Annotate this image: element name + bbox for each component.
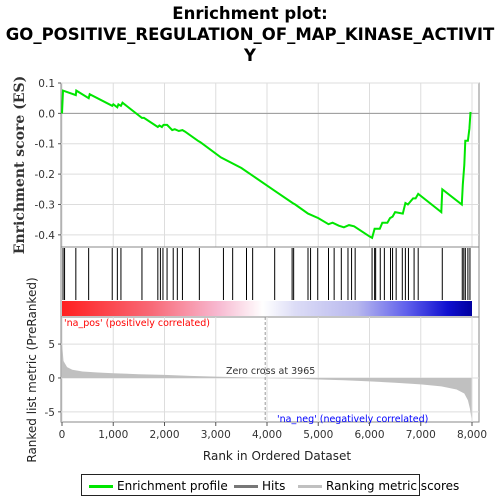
es-y-tick-label: 0.0 <box>38 108 55 120</box>
x-axis-label: Rank in Ordered Dataset <box>203 449 351 463</box>
x-tick-label: 0 <box>59 429 66 441</box>
legend-item-enrichment-profile: Enrichment profile <box>89 478 228 494</box>
es-plot-area <box>60 82 480 248</box>
metric-y-tick-label: 0 <box>48 373 55 385</box>
es-y-tick-label: 0.1 <box>38 78 55 90</box>
es-y-ticks: 0.1 0.0 -0.1 -0.2 -0.3 -0.4 <box>35 78 61 242</box>
chart-title-line-1: Enrichment plot: <box>172 4 328 23</box>
x-tick-label: 5,000 <box>303 429 333 441</box>
chart-legend: Enrichment profile Hits Ranking metric s… <box>81 474 459 496</box>
chart-title-line-3: Y <box>244 46 256 65</box>
es-y-tick-label: -0.3 <box>35 199 56 211</box>
enrichment-profile-line <box>61 88 472 240</box>
x-tick-label: 2,000 <box>149 429 179 441</box>
es-y-axis-label: Enrichment score (ES) <box>12 76 28 254</box>
legend-swatch-ranking <box>298 485 322 488</box>
x-tick-label: 7,000 <box>406 429 436 441</box>
metric-y-tick-label: 5 <box>48 339 55 351</box>
x-tick-label: 6,000 <box>354 429 384 441</box>
legend-item-hits: Hits <box>234 478 285 494</box>
ranking-metric-area <box>62 342 472 419</box>
es-y-tick-label: -0.1 <box>35 139 56 151</box>
legend-label-ranking: Ranking metric scores <box>326 479 460 493</box>
zero-cross-label: Zero cross at 3965 <box>226 366 315 377</box>
chart-title-line-2: GO_POSITIVE_REGULATION_OF_MAP_KINASE_ACT… <box>5 25 495 44</box>
legend-swatch-hits <box>234 485 258 488</box>
ranked-list-color-bar <box>62 301 472 316</box>
es-y-tick-label: -0.2 <box>35 169 56 181</box>
x-tick-label: 4,000 <box>252 429 282 441</box>
legend-label-enrichment: Enrichment profile <box>117 479 228 493</box>
x-tick-label: 1,000 <box>98 429 128 441</box>
legend-item-ranking-metric: Ranking metric scores <box>298 478 459 494</box>
metric-y-axis-label: Ranked list metric (PreRanked) <box>25 277 39 462</box>
legend-swatch-enrichment <box>89 485 113 488</box>
metric-y-ticks: 5 0 -5 <box>45 339 61 419</box>
chart-title: Enrichment plot: GO_POSITIVE_REGULATION_… <box>0 3 500 66</box>
metric-plot-area <box>60 316 480 423</box>
x-ticks: 0 1,000 2,000 3,000 4,000 5,000 6,000 7,000 8,00… <box>59 422 487 441</box>
x-tick-label: 8,000 <box>457 429 487 441</box>
hits-group <box>62 248 471 300</box>
legend-label-hits: Hits <box>262 479 286 493</box>
negative-correlation-label: 'na_neg' (negatively correlated) <box>277 414 428 425</box>
es-y-tick-label: -0.4 <box>35 230 56 242</box>
x-tick-label: 3,000 <box>201 429 231 441</box>
positive-correlation-label: 'na_pos' (positively correlated) <box>64 318 210 329</box>
metric-y-tick-label: -5 <box>45 407 55 419</box>
